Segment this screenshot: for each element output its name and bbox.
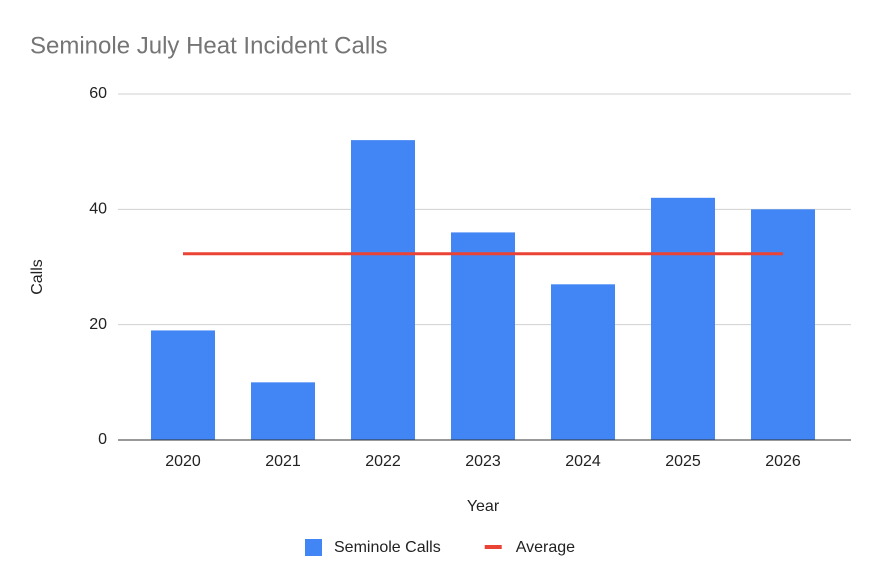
bar xyxy=(451,232,515,440)
bar xyxy=(651,197,715,440)
y-axis-label: Calls xyxy=(29,259,46,295)
bar xyxy=(751,209,815,440)
bar xyxy=(351,140,415,440)
x-tick-label: 2026 xyxy=(765,453,801,470)
y-tick-label: 20 xyxy=(89,316,107,333)
x-tick-label: 2021 xyxy=(265,453,301,470)
x-tick-label: 2022 xyxy=(365,453,401,470)
y-tick-label: 0 xyxy=(98,431,107,448)
x-tick-label: 2020 xyxy=(165,453,201,470)
bar xyxy=(151,330,215,440)
x-tick-label: 2024 xyxy=(565,453,601,470)
y-tick-label: 60 xyxy=(89,85,107,102)
legend-swatch xyxy=(305,539,322,556)
bar xyxy=(551,284,615,440)
legend-label: Average xyxy=(516,539,575,556)
chart-title: Seminole July Heat Incident Calls xyxy=(30,32,388,59)
y-tick-label: 40 xyxy=(89,201,107,218)
x-tick-label: 2023 xyxy=(465,453,501,470)
x-axis-label: Year xyxy=(467,498,500,515)
legend-label: Seminole Calls xyxy=(334,539,441,556)
bar xyxy=(251,382,315,440)
x-tick-label: 2025 xyxy=(665,453,701,470)
